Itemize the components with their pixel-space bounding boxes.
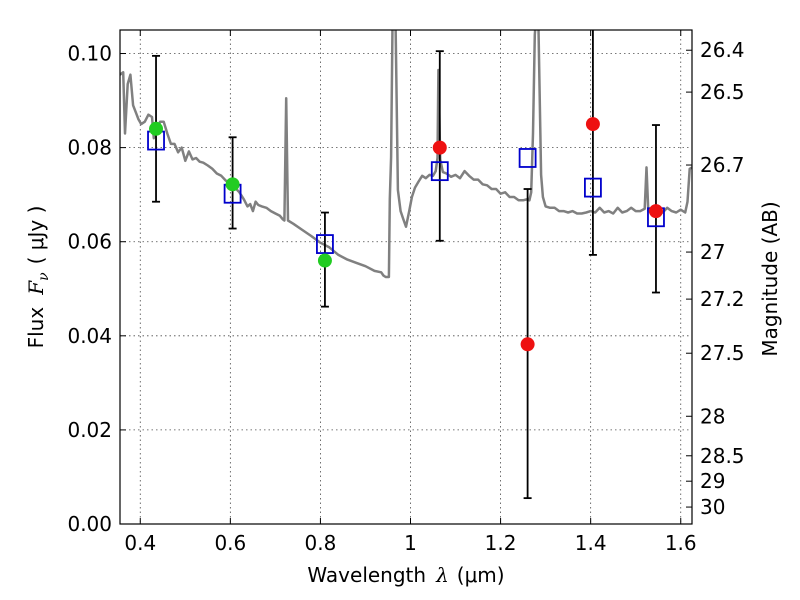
error-bar	[588, 30, 597, 256]
y-tick-label: 0.10	[67, 42, 112, 66]
y2-tick-label: 28	[700, 404, 725, 428]
y-tick-label: 0.06	[67, 230, 112, 254]
y2-tick-label: 28.5	[700, 444, 745, 468]
observed-flux-point	[149, 121, 164, 136]
observed-flux-point	[648, 204, 663, 219]
y-axis-label: FluxFν( μJy )	[24, 206, 52, 349]
y-tick-label: 0.02	[67, 418, 112, 442]
y2-tick-label: 27	[700, 240, 725, 264]
observed-flux-point	[585, 117, 600, 132]
x-tick-label: 1	[404, 531, 417, 555]
observed-flux-point	[225, 177, 240, 192]
y-tick-label: 0.08	[67, 136, 112, 160]
model-flux-square	[430, 161, 449, 182]
x-tick-label: 0.8	[305, 531, 337, 555]
y2-tick-label: 26.5	[700, 80, 745, 104]
model-flux-square	[584, 177, 602, 198]
y-tick-label: 0.00	[67, 512, 112, 536]
y2-tick-label: 30	[700, 495, 725, 519]
observed-flux-point	[432, 140, 447, 155]
x-tick-label: 1.2	[485, 531, 517, 555]
x-tick-label: 1.4	[575, 531, 607, 555]
y2-tick-label: 26.4	[700, 38, 745, 62]
x-tick-label: 0.4	[124, 531, 156, 555]
y2-tick-label: 27.5	[700, 341, 745, 365]
x-axis-label: Wavelength λ (μm)	[307, 563, 504, 587]
plot-frame	[119, 29, 693, 525]
x-axis: 0.4 0.6 0.8 1 1.2 1.4 1.6	[124, 30, 697, 555]
y-axis: 0.00 0.02 0.04 0.06 0.08 0.10	[67, 42, 126, 536]
y2-axis-label: Magnitude (AB)	[758, 201, 782, 356]
y2-tick-label: 27.2	[700, 287, 745, 311]
y2-tick-label: 29	[700, 469, 725, 493]
plot-area	[120, 30, 692, 500]
x-tick-label: 0.6	[214, 531, 246, 555]
model-spectrum-line	[120, 30, 692, 279]
observed-flux-point	[317, 253, 332, 268]
observed-flux-point	[520, 337, 535, 352]
model-flux-square	[518, 148, 537, 168]
y-tick-label: 0.04	[67, 324, 112, 348]
grid	[120, 30, 692, 525]
model-flux-square	[316, 234, 334, 254]
x-tick-label: 1.6	[665, 531, 697, 555]
y2-tick-label: 26.7	[700, 153, 745, 177]
